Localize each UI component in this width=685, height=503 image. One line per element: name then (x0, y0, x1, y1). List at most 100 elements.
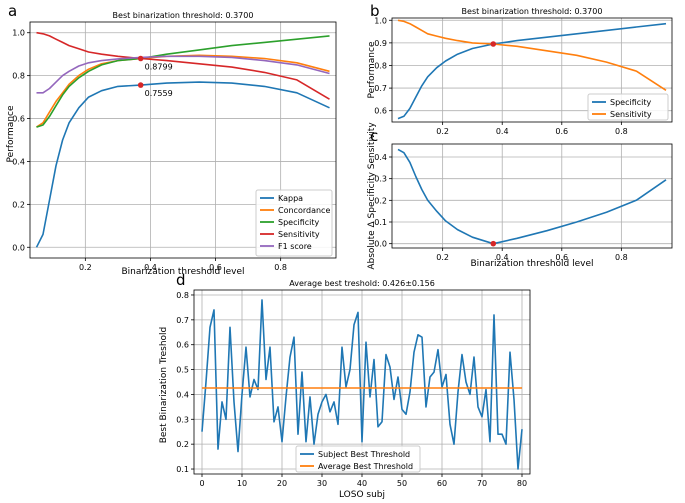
x-tick-label: 70 (477, 479, 487, 488)
y-tick-label: 0.6 (176, 341, 189, 350)
legend: Kappa Concordance Specificity Sensitivity F1… (255, 189, 333, 257)
legend-label: Kappa (278, 194, 303, 203)
marker-label: 0.7559 (145, 89, 173, 98)
series-line-f1-score (36, 55, 330, 94)
y-tick-label: 0.4 (12, 157, 25, 166)
x-tick-label: 0.4 (144, 263, 157, 272)
panel-c-plot: 0.2 0.4 0.6 0.8 0.0 0.1 0.2 0.3 0.4 (374, 143, 673, 262)
threshold-marker (490, 240, 497, 247)
series-line-concordance (36, 54, 330, 128)
series-line-specificity (397, 22, 667, 120)
marker-label: 0.8799 (145, 62, 173, 71)
panel-b-label: b (370, 2, 380, 20)
panel-b: b Best binarization threshold: 0.3700 Pe… (367, 2, 602, 99)
plot-frame (391, 143, 673, 249)
panel-d-title: Average best treshold: 0.426±0.156 (289, 279, 435, 288)
x-tick-label: 0.8 (274, 263, 287, 272)
series-line-sensitivity (397, 19, 667, 91)
x-tick-label: 0.6 (209, 263, 222, 272)
y-tick-label: 0.3 (374, 175, 387, 184)
panel-b-plot: 0.2 0.4 0.6 0.8 0.6 0.7 0.8 0.9 1.0 Specificity Se… (374, 16, 673, 136)
legend-label: Sensitivity (610, 110, 652, 119)
y-tick-label: 0.3 (176, 415, 189, 424)
legend: Subject Best Threshold Average Best Thres… (295, 445, 421, 473)
legend-label: Subject Best Threshold (318, 450, 410, 459)
y-tick-label: 0.4 (176, 390, 189, 399)
y-tick-label: 0.2 (374, 196, 387, 205)
y-tick-label: 0.2 (176, 440, 189, 449)
panel-a-ylabel: Performance (6, 105, 16, 162)
y-tick-label: 0.4 (374, 153, 387, 162)
x-tick-label: 60 (437, 479, 447, 488)
y-tick-label: 0.7 (176, 316, 189, 325)
x-tick-label: 0.4 (496, 127, 509, 136)
threshold-marker (137, 55, 144, 62)
legend-box (255, 189, 333, 257)
panel-d: d Average best treshold: 0.426±0.156 LOS… (159, 271, 435, 500)
panel-a-plot: 0.2 0.4 0.6 0.8 0.0 0.2 0.4 0.6 0.8 1.0 0.8799 0.75… (12, 21, 337, 272)
x-tick-label: 0.4 (496, 253, 509, 262)
threshold-marker (137, 82, 144, 88)
x-tick-label: 50 (397, 479, 407, 488)
legend-label: Sensitivity (278, 230, 320, 239)
y-tick-label: 0.8 (12, 72, 25, 81)
y-tick-label: 0.0 (12, 243, 25, 252)
x-tick-label: 0.2 (79, 263, 92, 272)
panel-a-title: Best binarization threshold: 0.3700 (113, 11, 254, 20)
x-tick-label: 0.6 (555, 127, 568, 136)
x-tick-label: 0.2 (436, 127, 449, 136)
legend-box (295, 445, 421, 473)
x-tick-label: 80 (517, 479, 527, 488)
x-tick-label: 0.6 (555, 253, 568, 262)
x-tick-label: 30 (317, 479, 327, 488)
panel-c-label: c (370, 127, 378, 145)
panel-d-label: d (176, 271, 186, 289)
y-tick-label: 0.9 (374, 39, 387, 48)
legend: Specificity Sensitivity (587, 93, 669, 121)
panel-c-xlabel: Binarization threshold level (470, 259, 593, 269)
series-line-delta (397, 148, 667, 245)
plot-frame (193, 289, 531, 475)
plot-frame (29, 21, 337, 259)
panel-b-ylabel: Performance (367, 41, 377, 98)
panel-d-ylabel: Best Binarization Treshold (159, 327, 169, 444)
legend-label: Average Best Threshold (318, 462, 413, 471)
legend-label: F1 score (278, 242, 312, 251)
y-tick-label: 0.8 (176, 291, 189, 300)
plot-frame (391, 17, 673, 123)
y-tick-label: 0.7 (374, 84, 387, 93)
x-tick-label: 0.8 (615, 127, 628, 136)
legend-label: Concordance (278, 206, 330, 215)
legend-box (587, 93, 669, 121)
y-tick-label: 1.0 (374, 16, 387, 25)
x-tick-label: 0.8 (615, 253, 628, 262)
panel-a-label: a (8, 2, 17, 20)
y-tick-label: 0.8 (374, 61, 387, 70)
legend-label: Specificity (610, 98, 651, 107)
series-line-subject-best-threshold (201, 299, 523, 470)
y-tick-label: 0.6 (12, 115, 25, 124)
y-tick-label: 0.5 (176, 366, 189, 375)
x-tick-label: 10 (237, 479, 247, 488)
panel-d-xlabel: LOSO subj (339, 490, 385, 500)
x-tick-label: 20 (277, 479, 287, 488)
y-tick-label: 0.6 (374, 107, 387, 116)
panel-a-xlabel: Binarization threshold level (121, 267, 244, 277)
y-tick-label: 0.0 (374, 240, 387, 249)
series-line-kappa (35, 81, 330, 248)
x-tick-label: 40 (357, 479, 367, 488)
y-tick-label: 1.0 (12, 29, 25, 38)
x-tick-label: 0.2 (436, 253, 449, 262)
y-tick-label: 0.1 (374, 218, 387, 227)
panel-a: a Best binarization threshold: 0.3700 Bi… (6, 2, 253, 277)
threshold-marker (490, 41, 497, 47)
y-tick-label: 0.2 (12, 200, 25, 209)
panel-c: c Binarization threshold level Absolute … (367, 122, 594, 270)
panel-c-ylabel: Absolute Δ Specificity Sensitivity (367, 122, 377, 270)
y-tick-label: 0.1 (176, 465, 189, 474)
panel-b-title: Best binarization threshold: 0.3700 (462, 7, 603, 16)
legend-label: Specificity (278, 218, 319, 227)
series-line-specificity (36, 35, 330, 128)
series-line-sensitivity (36, 31, 330, 100)
